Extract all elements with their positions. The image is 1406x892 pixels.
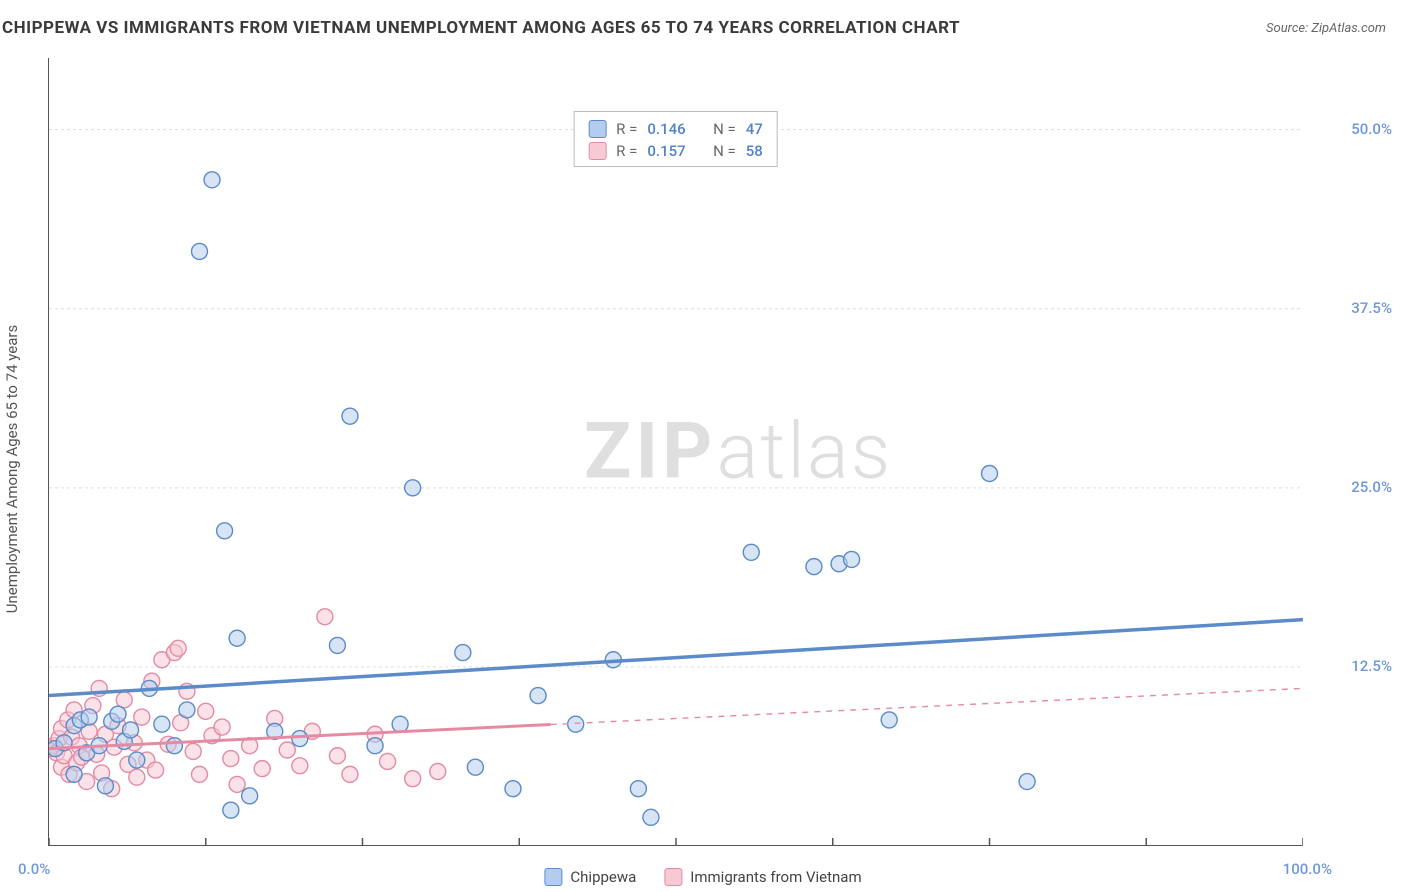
stat-r-label: R =: [616, 118, 637, 140]
stat-n-b: 58: [746, 140, 763, 162]
legend-item-b: Immigrants from Vietnam: [664, 868, 861, 886]
stats-row-b: R = 0.157 N = 58: [588, 140, 763, 162]
swatch-b: [588, 142, 606, 160]
plot-wrap: Unemployment Among Ages 65 to 74 years R…: [0, 46, 1406, 892]
y-tick-label: 37.5%: [1351, 299, 1392, 317]
chart-title: CHIPPEWA VS IMMIGRANTS FROM VIETNAM UNEM…: [2, 18, 960, 38]
source-label: Source: ZipAtlas.com: [1266, 21, 1386, 36]
stat-n-a: 47: [746, 118, 763, 140]
legend-swatch-b: [664, 868, 682, 886]
stat-r-label-2: R =: [616, 140, 637, 162]
legend-label-a: Chippewa: [570, 868, 636, 886]
plot-area: R = 0.146 N = 47 R = 0.157 N = 58 ZIPatl…: [48, 58, 1302, 846]
x-tick-label: 100.0%: [1272, 860, 1332, 878]
y-tick-label: 25.0%: [1351, 478, 1392, 496]
stat-n-label: N =: [713, 118, 736, 140]
chart-container: CHIPPEWA VS IMMIGRANTS FROM VIETNAM UNEM…: [0, 0, 1406, 892]
y-tick-label: 12.5%: [1351, 657, 1392, 675]
legend: Chippewa Immigrants from Vietnam: [544, 868, 861, 886]
y-axis-label: Unemployment Among Ages 65 to 74 years: [3, 325, 21, 613]
y-tick-label: 50.0%: [1351, 120, 1392, 138]
legend-item-a: Chippewa: [544, 868, 636, 886]
stats-row-a: R = 0.146 N = 47: [588, 118, 763, 140]
legend-swatch-a: [544, 868, 562, 886]
title-row: CHIPPEWA VS IMMIGRANTS FROM VIETNAM UNEM…: [0, 0, 1406, 46]
legend-label-b: Immigrants from Vietnam: [690, 868, 861, 886]
y-tick-labels: 25.0% 50.0% 12.5% 37.5%: [1306, 58, 1406, 846]
x-tick-label: 0.0%: [18, 860, 78, 878]
scatter-svg: [49, 58, 1303, 846]
swatch-a: [588, 120, 606, 138]
stat-r-a: 0.146: [647, 118, 685, 140]
stats-box: R = 0.146 N = 47 R = 0.157 N = 58: [573, 111, 778, 167]
stat-n-label-2: N =: [713, 140, 736, 162]
stat-r-b: 0.157: [647, 140, 685, 162]
